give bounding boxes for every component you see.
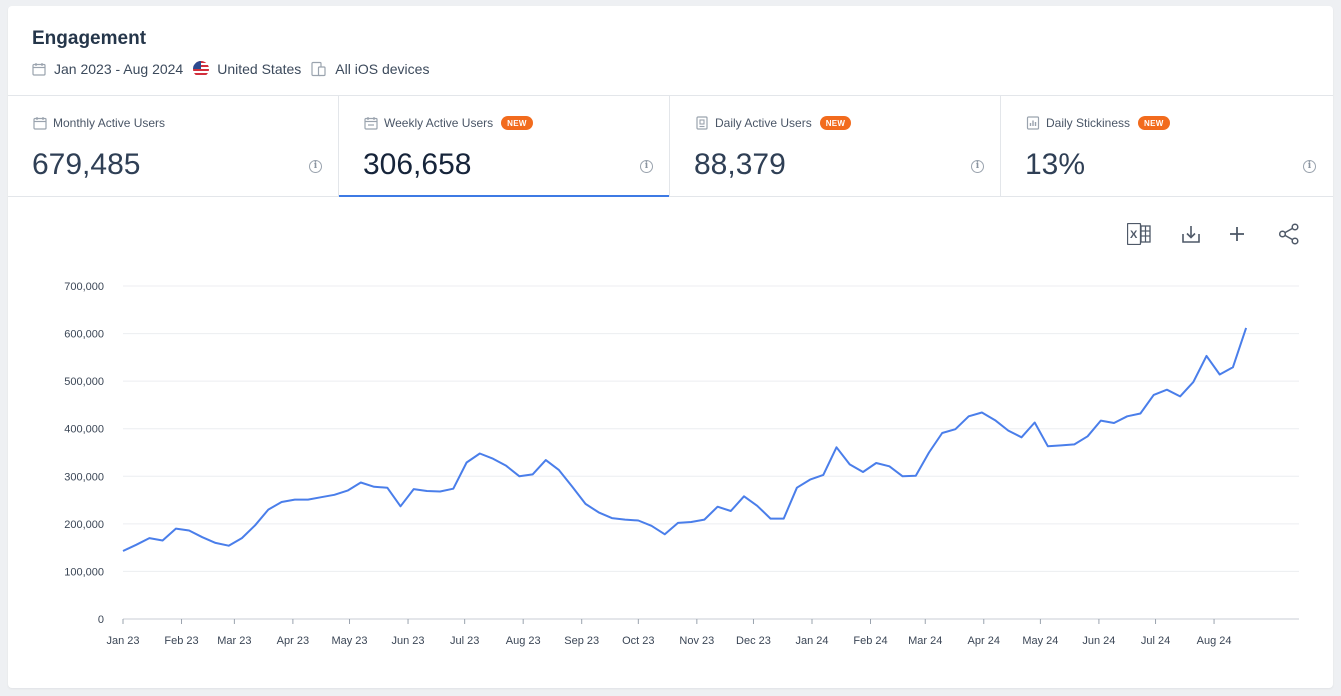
x-tick-label: Dec 23: [736, 635, 771, 647]
country-label: United States: [217, 61, 302, 77]
metric-label: Weekly Active Users: [384, 116, 494, 130]
share-icon: [1278, 222, 1300, 250]
x-tick-label: Apr 24: [968, 635, 1000, 647]
x-tick-label: Aug 24: [1197, 635, 1232, 647]
y-tick-label: 500,000: [64, 376, 104, 388]
x-tick-label: Jul 23: [450, 635, 479, 647]
x-tick-label: May 24: [1022, 635, 1058, 647]
metric-value: 88,379: [694, 148, 786, 181]
new-badge: NEW: [501, 116, 533, 130]
y-tick-label: 0: [98, 614, 104, 626]
tab-daily-stickiness[interactable]: Daily Stickiness NEW 13% i: [1001, 96, 1332, 196]
share-button[interactable]: [1276, 222, 1302, 250]
y-tick-label: 100,000: [64, 566, 104, 578]
tab-daily-active-users[interactable]: Daily Active Users NEW 88,379 i: [670, 96, 1001, 196]
y-tick-label: 200,000: [64, 519, 104, 531]
country-filter[interactable]: United States: [193, 61, 301, 77]
filter-bar: Jan 2023 - Aug 2024 United States: [32, 60, 439, 78]
metric-value: 306,658: [363, 148, 472, 181]
stickiness-icon: [1026, 116, 1040, 130]
x-tick-label: Apr 23: [277, 635, 309, 647]
x-tick-label: Mar 24: [908, 635, 942, 647]
metric-label-row: Daily Active Users NEW: [695, 116, 852, 130]
series-line: [122, 327, 1248, 552]
engagement-card: Engagement Jan 2023 - Aug 2024: [8, 6, 1333, 688]
x-tick-label: Feb 23: [164, 635, 198, 647]
excel-export-icon: X: [1126, 222, 1151, 250]
x-tick-label: Jun 23: [392, 635, 425, 647]
metric-label-row: Weekly Active Users NEW: [364, 116, 533, 130]
page-title: Engagement: [32, 28, 147, 49]
line-chart: 0 100,000 200,000 300,000 400,000 500,000 600,…: [64, 281, 1299, 647]
x-tick-label: Jan 24: [795, 635, 828, 647]
metric-label-row: Monthly Active Users: [33, 116, 165, 130]
x-tick-label: Mar 23: [217, 635, 251, 647]
download-icon: [1181, 224, 1201, 249]
device-label: All iOS devices: [335, 61, 430, 77]
y-tick-label: 400,000: [64, 424, 104, 436]
calendar-week-icon: [364, 116, 378, 130]
new-badge: NEW: [819, 116, 852, 130]
x-tick-label: Aug 23: [506, 635, 541, 647]
add-button[interactable]: [1224, 223, 1250, 249]
svg-text:X: X: [1130, 229, 1138, 241]
info-icon[interactable]: i: [309, 160, 322, 173]
us-flag-icon: [193, 61, 210, 77]
y-tick-label: 700,000: [64, 281, 104, 293]
info-icon[interactable]: i: [971, 160, 984, 173]
metrics-tabs: Monthly Active Users 679,485 i Weekly Ac…: [8, 95, 1333, 197]
download-button[interactable]: [1178, 223, 1204, 249]
tab-monthly-active-users[interactable]: Monthly Active Users 679,485 i: [8, 96, 339, 196]
metric-label: Daily Active Users: [715, 116, 812, 130]
x-tick-label: Feb 24: [853, 635, 887, 647]
info-icon[interactable]: i: [640, 160, 653, 173]
calendar-icon: [33, 116, 47, 130]
x-tick-label: Jun 24: [1082, 635, 1115, 647]
metric-value: 13%: [1025, 148, 1086, 181]
metric-label: Monthly Active Users: [53, 116, 166, 130]
device-filter[interactable]: All iOS devices: [311, 61, 429, 77]
metric-label: Daily Stickiness: [1046, 116, 1131, 130]
devices-icon: [311, 61, 327, 77]
info-icon[interactable]: i: [1303, 160, 1316, 173]
calendar-icon: [32, 62, 46, 76]
date-range-filter[interactable]: Jan 2023 - Aug 2024: [32, 61, 183, 77]
new-badge: NEW: [1138, 116, 1170, 130]
x-tick-label: May 23: [331, 635, 367, 647]
y-tick-label: 600,000: [64, 329, 104, 341]
x-tick-label: Jan 23: [106, 635, 139, 647]
metric-value: 679,485: [32, 148, 141, 181]
x-tick-label: Oct 23: [622, 635, 654, 647]
x-tick-label: Jul 24: [1141, 635, 1170, 647]
y-tick-label: 300,000: [64, 471, 104, 483]
add-icon: [1228, 225, 1246, 248]
excel-export-button[interactable]: X: [1126, 222, 1152, 250]
x-tick-label: Sep 23: [564, 635, 599, 647]
metric-label-row: Daily Stickiness NEW: [1026, 116, 1170, 130]
tab-weekly-active-users[interactable]: Weekly Active Users NEW 306,658 i: [339, 96, 670, 197]
date-range-label: Jan 2023 - Aug 2024: [54, 61, 184, 77]
calendar-day-icon: [695, 116, 709, 130]
x-tick-label: Nov 23: [679, 635, 714, 647]
